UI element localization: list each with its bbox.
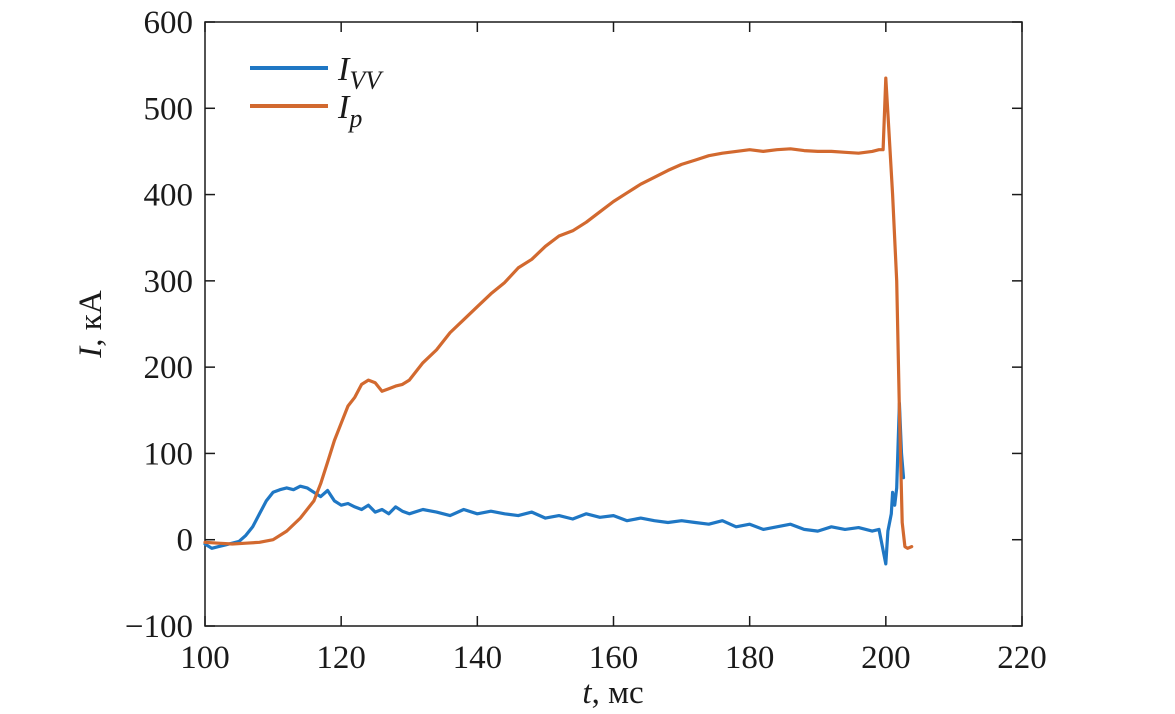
series-lines <box>203 76 914 566</box>
x-axis-label: t, мс <box>582 675 643 711</box>
y-axis: −100 0 100 200 300 400 500 600 <box>125 5 1022 645</box>
series-line-i-p <box>203 76 914 550</box>
plot-area-frame <box>204 21 1023 627</box>
x-tick-label: 140 <box>453 640 503 676</box>
x-tick-label: 100 <box>180 640 230 676</box>
y-tick-label: 100 <box>144 436 194 472</box>
x-tick-label: 200 <box>861 640 911 676</box>
legend-label: Ip <box>337 89 362 133</box>
x-axis-label-unit: , мс <box>592 675 644 711</box>
y-tick-label: 200 <box>144 350 194 386</box>
y-tick-label: 600 <box>144 5 194 41</box>
y-tick-label: 0 <box>177 523 194 559</box>
y-axis-label-unit: , кА <box>73 290 109 347</box>
y-tick-label: 300 <box>144 264 194 300</box>
x-axis: 100 120 140 160 180 200 220 <box>180 22 1047 676</box>
y-tick-label: 500 <box>144 91 194 127</box>
x-axis-label-variable: t <box>582 675 592 711</box>
y-axis-label-variable: I <box>73 345 109 359</box>
x-tick-label: 120 <box>316 640 366 676</box>
legend-label: IVV <box>337 51 384 95</box>
x-tick-label: 220 <box>997 640 1047 676</box>
x-tick-label: 160 <box>589 640 639 676</box>
y-tick-label: 400 <box>144 178 194 214</box>
y-tick-label: −100 <box>125 609 193 645</box>
x-tick-label: 180 <box>725 640 775 676</box>
y-axis-label: I, кА <box>73 290 109 359</box>
series-line-i-vv <box>203 401 906 566</box>
